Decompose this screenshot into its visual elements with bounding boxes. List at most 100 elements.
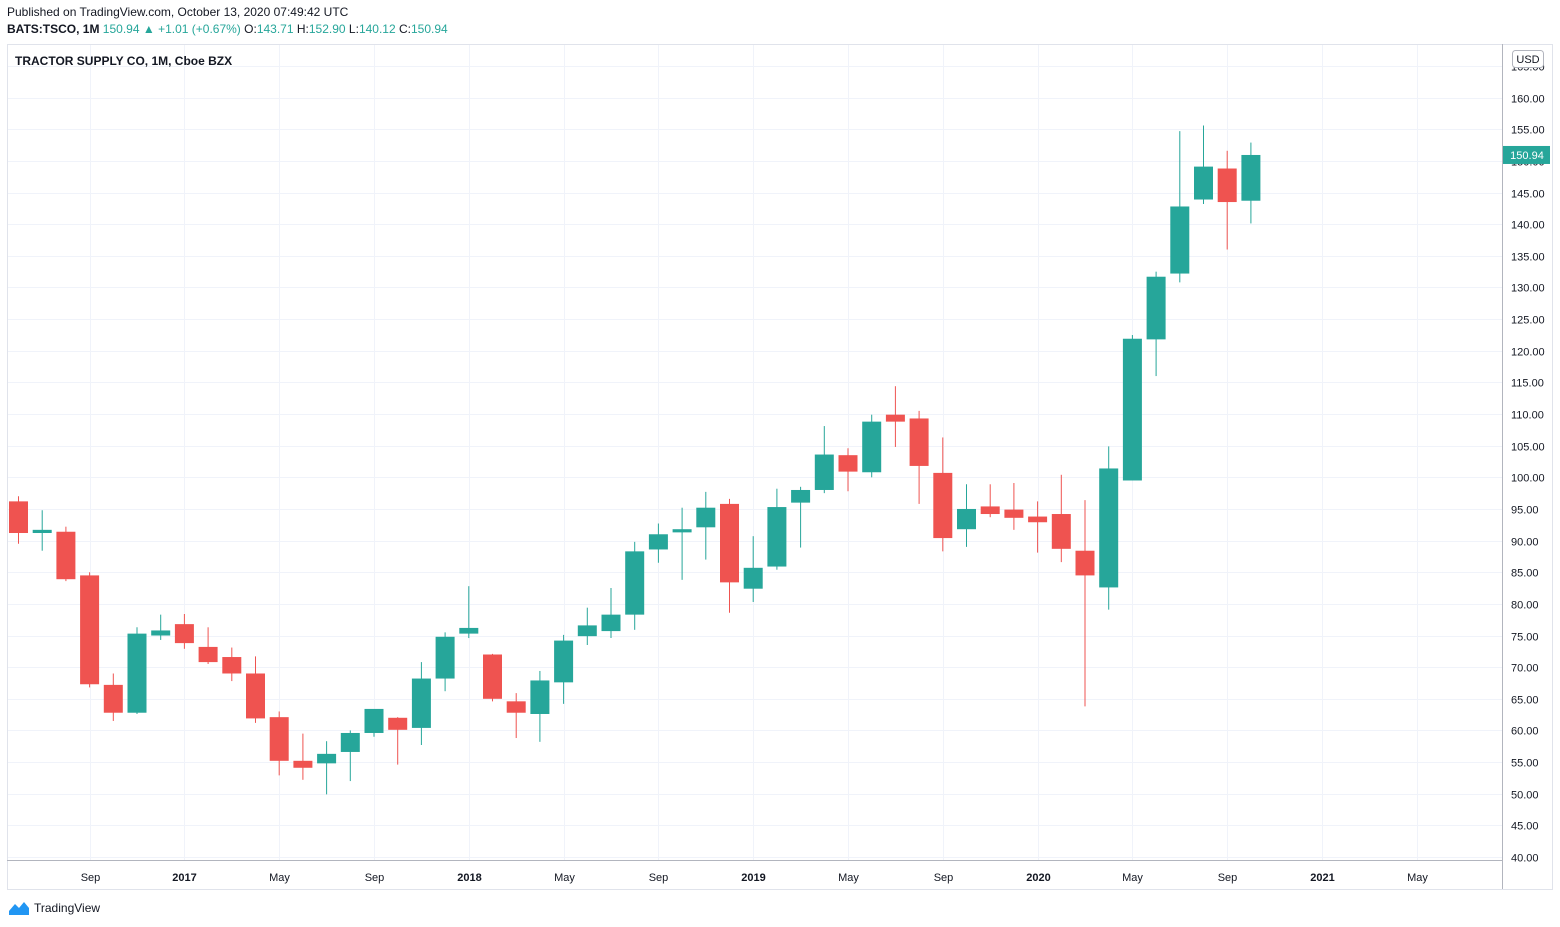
chart-frame [7, 44, 1553, 890]
candle [411, 662, 431, 745]
candle [1194, 125, 1213, 204]
price-tick-label: 90.00 [1511, 537, 1539, 549]
candle [317, 741, 337, 795]
candle [246, 656, 265, 723]
candle-body [957, 508, 976, 530]
candle-body [862, 421, 882, 473]
candle [1122, 334, 1142, 481]
candle [1170, 131, 1190, 283]
time-tick-label: Sep [934, 872, 954, 884]
candle-body [648, 534, 668, 550]
price-tick-label: 40.00 [1511, 853, 1539, 865]
candle-body [1075, 550, 1095, 576]
price-tick-label: 145.00 [1511, 189, 1545, 201]
candle [1075, 500, 1095, 707]
time-axis[interactable]: Sep 2017 May Sep 2018 May Sep 2019 May Sep 2020 May… [81, 872, 1429, 884]
candle-body [1051, 514, 1071, 549]
price-tick-label: 110.00 [1511, 410, 1544, 422]
candle [1146, 271, 1166, 377]
price-tick-label: 75.00 [1511, 632, 1539, 644]
candle [601, 588, 621, 639]
candle-body [364, 708, 384, 733]
price-tick-label: 80.00 [1511, 600, 1539, 612]
candle [696, 491, 716, 560]
time-tick-label: Sep [649, 872, 669, 884]
time-tick-label: Sep [1218, 872, 1238, 884]
candle [933, 437, 953, 552]
price-axis[interactable]: 40.00 45.00 50.00 55.00 60.00 65.00 70.00 75.00… [1511, 62, 1545, 865]
candle [1028, 501, 1048, 553]
candle [269, 711, 289, 776]
candle-body [672, 529, 692, 533]
price-tick-label: 60.00 [1511, 726, 1539, 738]
candle-body [1194, 166, 1213, 200]
close-label: C: [398, 22, 411, 36]
candle-body [1028, 516, 1048, 523]
close-value: 150.94 [410, 22, 448, 36]
candle [293, 733, 313, 780]
price-tick-label: 45.00 [1511, 821, 1539, 833]
time-tick-label: May [1122, 872, 1143, 884]
price-tick-label: 70.00 [1511, 663, 1539, 675]
candle [9, 496, 28, 544]
candle [80, 572, 100, 688]
candle [483, 653, 502, 702]
open-label: O: [244, 22, 257, 36]
candle-body [814, 454, 834, 490]
candle [1051, 474, 1071, 563]
price-tick-label: 95.00 [1511, 505, 1539, 517]
chart-title: TRACTOR SUPPLY CO, 1M, Cboe BZX [15, 54, 232, 68]
candle [577, 607, 597, 646]
last-price-label: 150.94 [1510, 150, 1544, 162]
candle-body [530, 680, 550, 714]
candle [32, 510, 52, 551]
candle [198, 627, 218, 664]
price-tick-label: 85.00 [1511, 568, 1539, 580]
quote-line: BATS:TSCO, 1M 150.94 ▲ +1.01 (+0.67%) O:… [7, 22, 448, 36]
last-price-marker: 150.94 [1503, 145, 1550, 164]
candle [222, 647, 242, 682]
time-tick-label: Sep [365, 872, 385, 884]
price-tick-label: 160.00 [1511, 94, 1545, 106]
candle-body [601, 614, 621, 632]
candle [814, 426, 834, 494]
grid-lines [8, 45, 1502, 860]
candle [791, 486, 811, 548]
currency-button[interactable]: USD [1512, 50, 1544, 68]
candle [174, 614, 194, 649]
candle [364, 708, 384, 737]
candle [388, 717, 408, 765]
last-price: 150.94 [102, 22, 140, 36]
footer-brand[interactable]: TradingView [8, 900, 100, 916]
candle [743, 536, 763, 602]
candle-body [435, 636, 455, 679]
candle [957, 484, 976, 547]
candle [672, 507, 692, 580]
candle-body [506, 701, 526, 713]
up-arrow-icon: ▲ [142, 22, 155, 36]
low-value: 140.12 [358, 22, 396, 36]
candle [767, 488, 787, 570]
price-tick-label: 135.00 [1511, 252, 1545, 264]
footer-brand-text: TradingView [34, 901, 101, 915]
candles-layer [9, 125, 1261, 795]
time-tick-label: May [838, 872, 859, 884]
candle [554, 634, 574, 704]
candle-body [909, 418, 929, 466]
candle [459, 586, 479, 639]
candle [340, 730, 360, 782]
currency-label: USD [1516, 54, 1539, 66]
candle-body [80, 575, 100, 685]
candle [1099, 446, 1119, 610]
candle-body [56, 531, 76, 580]
candle [720, 498, 739, 613]
candle [530, 670, 550, 742]
candle [838, 448, 858, 492]
tradingview-logo-icon [9, 902, 29, 915]
candle [56, 526, 76, 582]
price-tick-label: 130.00 [1511, 283, 1545, 295]
candle-body [9, 501, 28, 534]
candle-body [554, 640, 574, 683]
time-tick-label: Sep [81, 872, 101, 884]
